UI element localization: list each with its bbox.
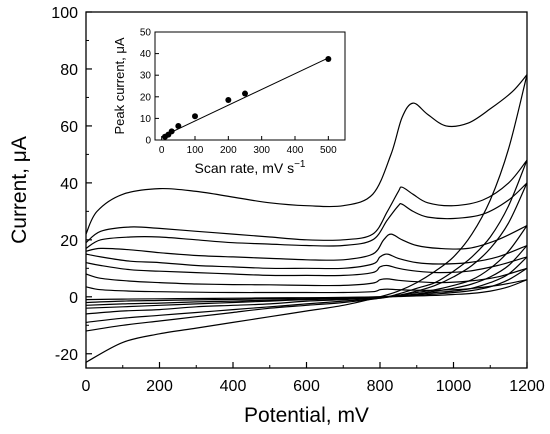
- inset-data-point: [225, 97, 232, 104]
- inset-y-tick-label: 30: [140, 71, 152, 82]
- x-tick-label: 800: [367, 378, 394, 395]
- inset-x-axis-label-superscript: −1: [294, 159, 306, 170]
- inset-x-tick-label: 500: [320, 145, 337, 156]
- inset-data-point: [175, 122, 182, 129]
- inset-y-tick-label: 0: [145, 136, 151, 147]
- inset-x-tick-label: 0: [159, 145, 165, 156]
- cv-forward-scan-4: [86, 225, 527, 261]
- y-tick-label: 100: [51, 5, 78, 22]
- x-tick-label: 600: [293, 378, 320, 395]
- inset-x-axis-label-text: Scan rate, mV s: [195, 160, 295, 176]
- inset-data-point: [325, 56, 332, 62]
- x-tick-label: 200: [146, 378, 173, 395]
- cv-reverse-scan-8: [86, 279, 527, 301]
- y-tick-label: 0: [69, 290, 78, 307]
- inset-x-tick-label: 200: [220, 145, 237, 156]
- inset-data-point: [242, 90, 248, 97]
- cv-forward-scan-8: [86, 279, 527, 294]
- cv-forward-scan-5: [86, 244, 527, 270]
- x-tick-label: 0: [82, 378, 91, 395]
- inset-plot-frame: [154, 31, 346, 141]
- y-tick-label: 80: [60, 62, 78, 79]
- inset-y-tick-label: 50: [140, 28, 152, 39]
- inset-x-tick-label: 400: [287, 145, 304, 156]
- x-tick-label: 400: [220, 378, 247, 395]
- inset-y-axis-label: Peak current, μA: [112, 37, 127, 134]
- x-tick-label: 1000: [436, 378, 472, 395]
- inset-y-tick-label: 10: [140, 114, 152, 125]
- cv-forward-scan-2: [86, 159, 527, 244]
- cv-forward-scan-7: [86, 267, 527, 287]
- inset-data-point: [192, 113, 198, 120]
- inset-x-axis-label: Scan rate, mV s−1: [195, 159, 306, 176]
- y-tick-label: 20: [60, 233, 78, 250]
- x-axis-label: Potential, mV: [244, 404, 369, 427]
- inset-y-tick-label: 20: [140, 92, 152, 103]
- inset-x-tick-label: 100: [187, 145, 204, 156]
- x-tick-label: 1200: [509, 378, 545, 395]
- cv-forward-scan-6: [86, 256, 527, 277]
- cv-forward-scan-1: [86, 74, 527, 235]
- inset-fit-line: [161, 57, 329, 138]
- inset-data-point: [168, 128, 175, 135]
- y-axis-label: Current, μA: [8, 136, 31, 244]
- cv-curves: [86, 74, 527, 363]
- y-tick-label: 60: [60, 119, 78, 136]
- y-tick-label: 40: [60, 176, 78, 193]
- y-tick-label: -20: [55, 347, 78, 364]
- cv-forward-scan-3: [86, 182, 527, 249]
- inset-y-tick-label: 40: [140, 49, 152, 60]
- inset-x-tick-label: 300: [253, 145, 270, 156]
